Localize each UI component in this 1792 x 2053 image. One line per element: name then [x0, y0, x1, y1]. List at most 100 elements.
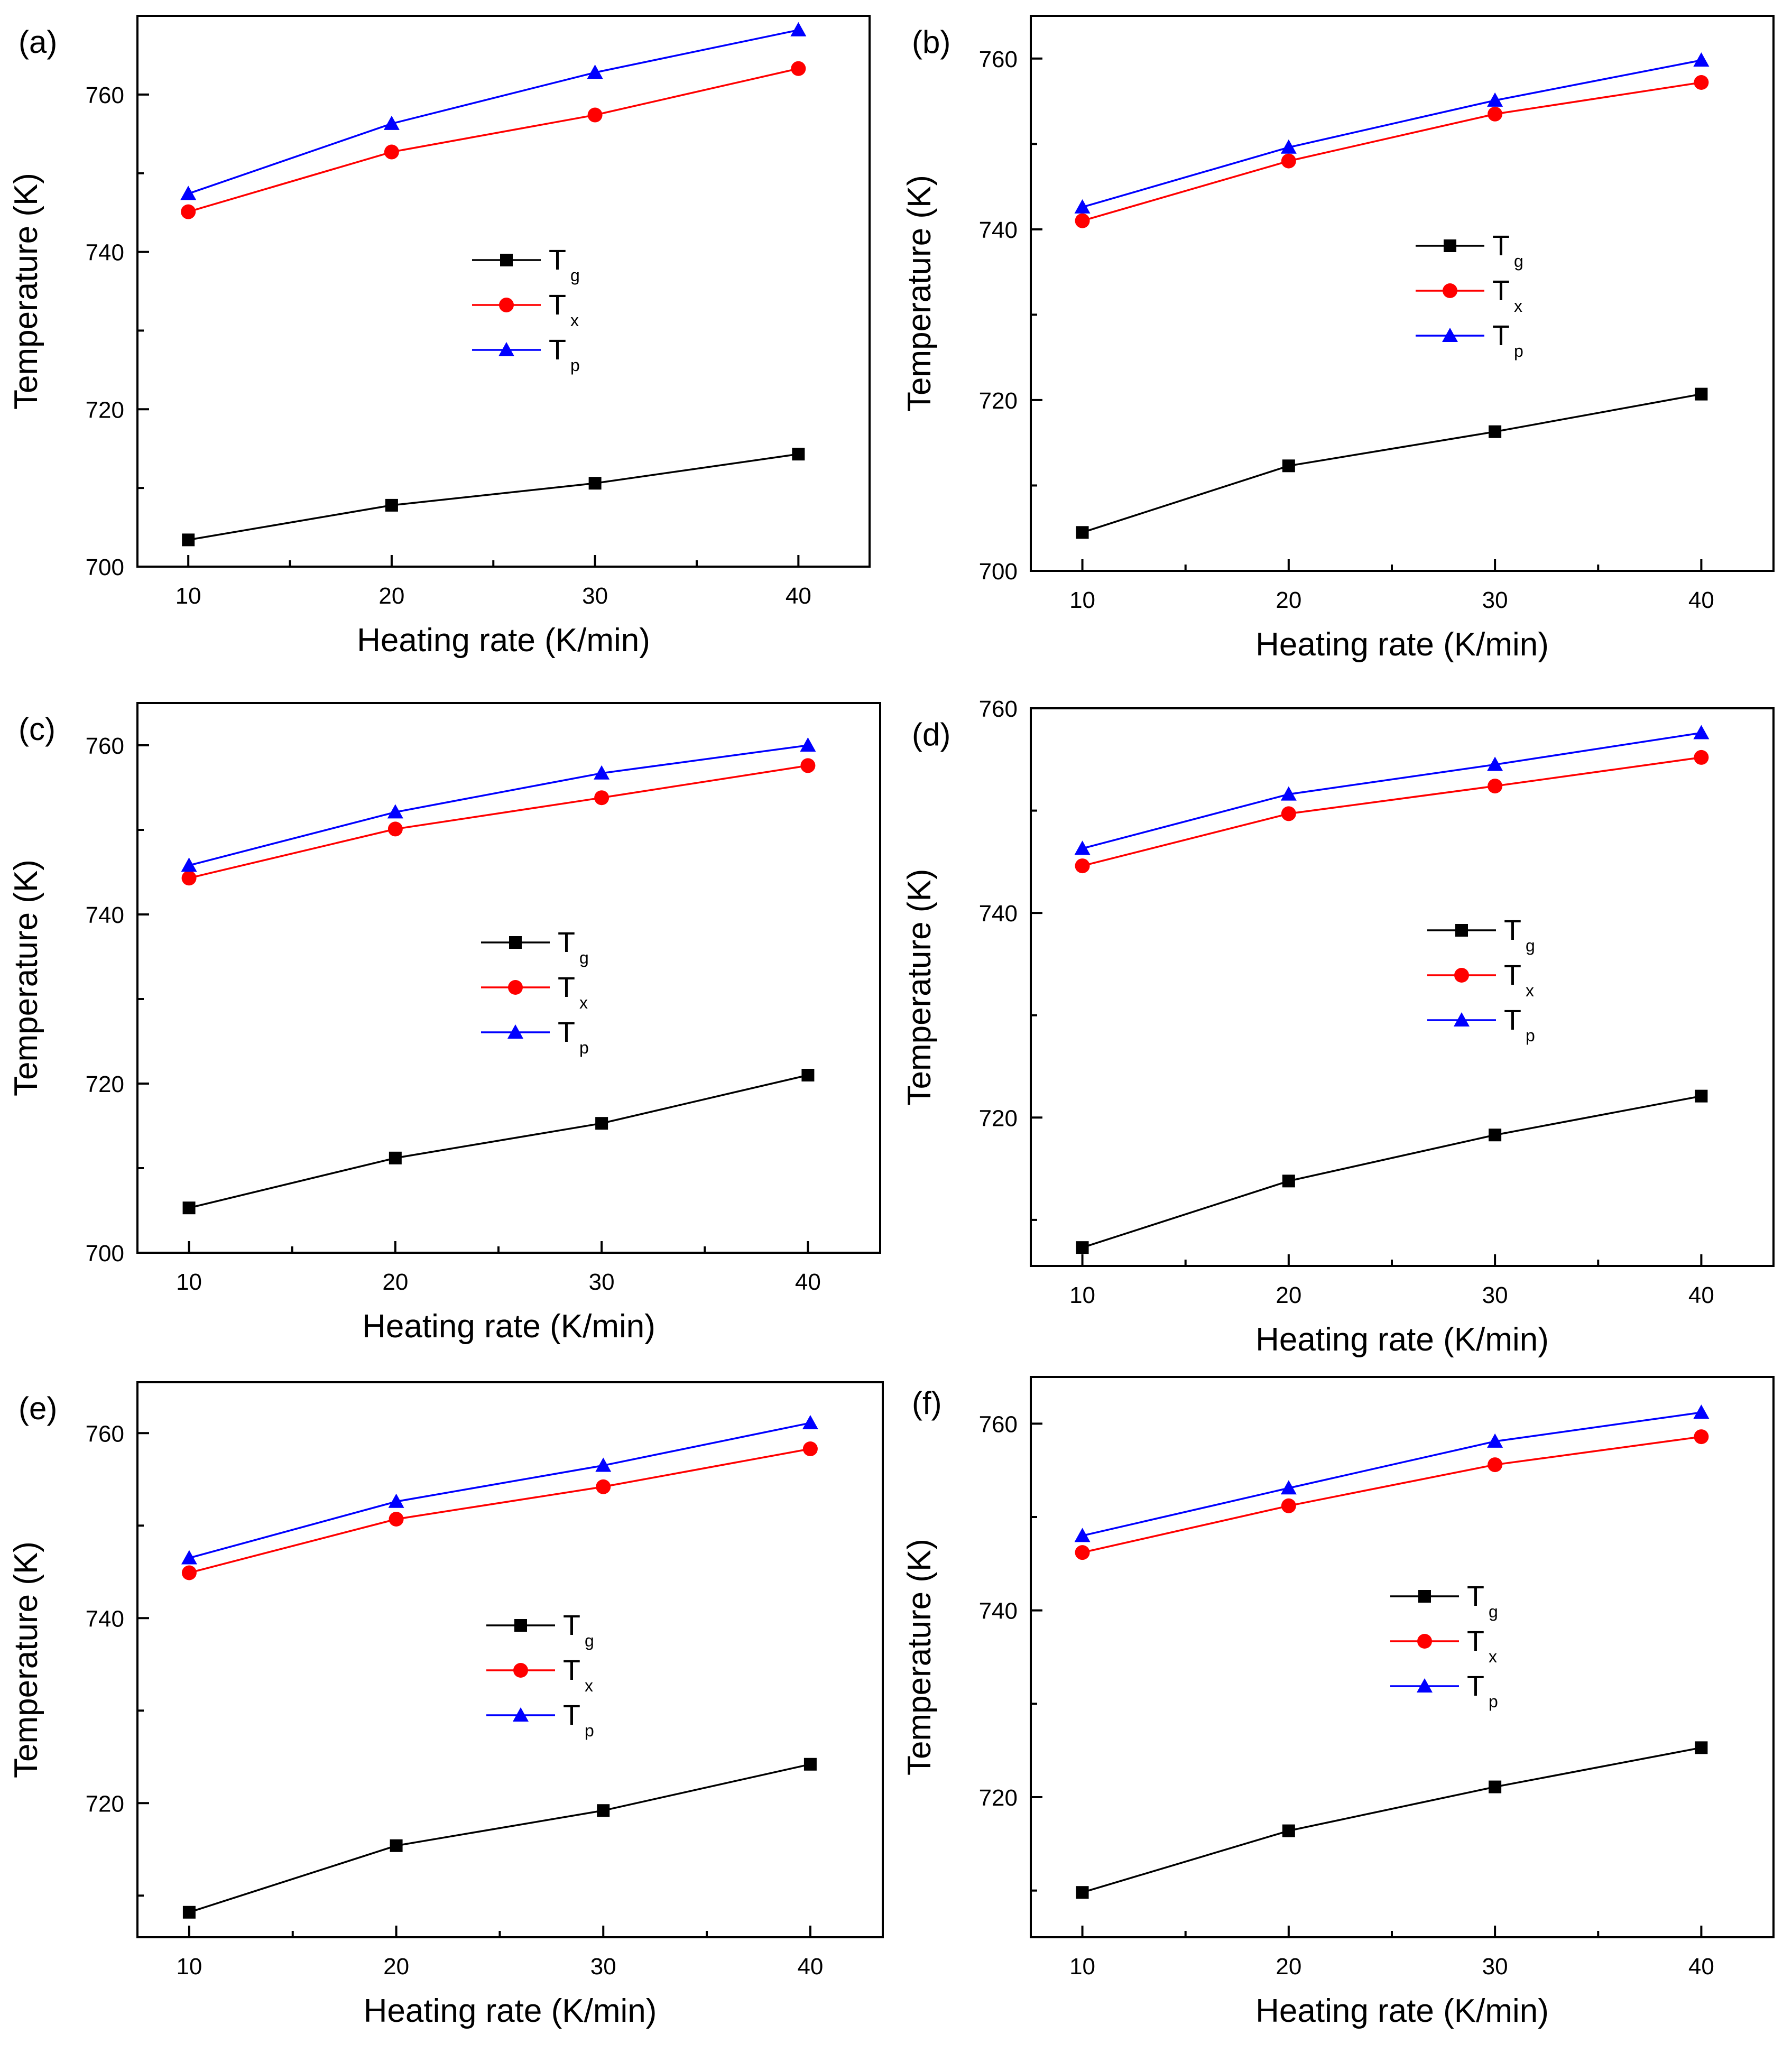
- data-point-Tx: [181, 1565, 197, 1580]
- x-tick-label: 40: [1688, 1954, 1714, 1980]
- data-point-Tp: [181, 1550, 197, 1565]
- x-tick-label: 30: [582, 583, 608, 609]
- x-tick-label: 30: [589, 1269, 615, 1295]
- data-point-Tp: [1487, 756, 1503, 771]
- y-tick-label: 720: [86, 397, 124, 423]
- data-point-Tp: [1280, 139, 1297, 154]
- plot-frame: [1030, 15, 1775, 572]
- data-point-Tp: [1074, 840, 1091, 855]
- legend-marker-Tx: [1417, 1634, 1432, 1649]
- legend-marker-Tx: [499, 298, 514, 312]
- x-tick-label: 40: [1688, 1282, 1714, 1308]
- data-point-Tx: [1075, 213, 1090, 228]
- data-point-Tg: [182, 1201, 196, 1215]
- series-line-Tg: [1082, 1746, 1702, 1893]
- data-point-Tg: [1076, 526, 1089, 539]
- x-axis-label: Heating rate (K/min): [357, 622, 650, 659]
- x-tick-label: 40: [795, 1269, 821, 1295]
- y-axis-label: Temperature (K): [901, 869, 938, 1106]
- legend-marker-Tg: [514, 1619, 527, 1632]
- x-tick-label: 30: [590, 1954, 616, 1980]
- legend-marker-Tg: [1444, 239, 1456, 252]
- y-tick-label: 700: [979, 559, 1018, 585]
- y-tick-label: 760: [979, 1411, 1018, 1437]
- data-point-Tp: [387, 804, 403, 819]
- data-point-Tp: [180, 186, 197, 200]
- series-line-Tg: [188, 453, 799, 541]
- x-axis-label: Heating rate (K/min): [1255, 1993, 1549, 2029]
- data-point-Tg: [1282, 459, 1295, 473]
- data-point-Tp: [595, 1457, 612, 1472]
- data-point-Tg: [1282, 1824, 1295, 1837]
- x-tick-label: 40: [1688, 587, 1714, 613]
- panel-label: (c): [19, 711, 56, 747]
- y-tick-label: 720: [979, 1785, 1018, 1811]
- legend-marker-Tg: [500, 254, 513, 266]
- y-tick-label: 760: [979, 696, 1018, 722]
- y-axis-label: Temperature (K): [8, 1541, 44, 1778]
- legend-marker-Tg: [1455, 924, 1468, 937]
- data-point-Tx: [1488, 779, 1503, 794]
- x-axis-label: Heating rate (K/min): [1255, 626, 1549, 663]
- data-point-Tg: [1489, 1129, 1502, 1142]
- y-tick-label: 740: [979, 1598, 1018, 1624]
- x-tick-label: 20: [383, 1954, 409, 1980]
- legend-marker-Tp: [1417, 1678, 1433, 1693]
- data-point-Tp: [800, 737, 816, 752]
- legend-marker-Tp: [1454, 1012, 1470, 1026]
- panel-d: 10 20 30 40 720 740 760 Heating rate (K/min) Tem…: [901, 696, 1775, 1358]
- data-point-Tg: [1282, 1175, 1295, 1188]
- data-point-Tx: [802, 1441, 818, 1456]
- plot-frame: [1030, 1376, 1775, 1938]
- data-point-Tg: [1695, 387, 1708, 401]
- y-tick-label: 740: [86, 240, 124, 266]
- y-axis-label: Temperature (K): [901, 175, 938, 412]
- data-point-Tg: [792, 448, 805, 461]
- panel-a: 10 20 30 40 700 720 740 760 Heating rate (K/min)…: [8, 15, 871, 659]
- data-point-Tx: [384, 144, 399, 160]
- panel-label: (b): [912, 24, 950, 60]
- x-axis-label: Heating rate (K/min): [1255, 1321, 1549, 1358]
- data-point-Tx: [1281, 806, 1296, 821]
- series-line-Tp: [1082, 1411, 1702, 1537]
- x-tick-label: 30: [1482, 1282, 1508, 1308]
- data-point-Tx: [1488, 106, 1503, 122]
- data-point-Tx: [1694, 75, 1709, 90]
- data-point-Tg: [1489, 425, 1502, 438]
- data-point-Tp: [802, 1415, 818, 1429]
- data-point-Tp: [1280, 786, 1297, 801]
- y-tick-label: 700: [86, 554, 124, 580]
- x-tick-label: 20: [1276, 587, 1301, 613]
- data-point-Tg: [182, 1906, 196, 1919]
- data-point-Tx: [791, 61, 806, 76]
- data-point-Tp: [1074, 1528, 1091, 1542]
- x-tick-label: 20: [378, 583, 404, 609]
- y-tick-label: 700: [86, 1241, 124, 1266]
- series-line-Tg: [1082, 393, 1702, 533]
- data-point-Tg: [1076, 1241, 1089, 1254]
- data-point-Tp: [1487, 92, 1503, 107]
- series-line-Tp: [188, 29, 799, 195]
- data-point-Tx: [1281, 153, 1296, 169]
- plot-frame: [136, 702, 881, 1254]
- x-tick-label: 10: [176, 1954, 202, 1980]
- y-tick-label: 760: [979, 47, 1018, 72]
- y-tick-label: 740: [86, 902, 124, 928]
- data-point-Tg: [182, 533, 195, 547]
- series-line-Tg: [189, 1763, 811, 1913]
- x-tick-label: 40: [786, 583, 811, 609]
- y-axis-label: Temperature (K): [8, 173, 44, 410]
- series-line-Tx: [1082, 756, 1702, 867]
- data-point-Tg: [588, 477, 602, 490]
- data-point-Tp: [1487, 1433, 1503, 1448]
